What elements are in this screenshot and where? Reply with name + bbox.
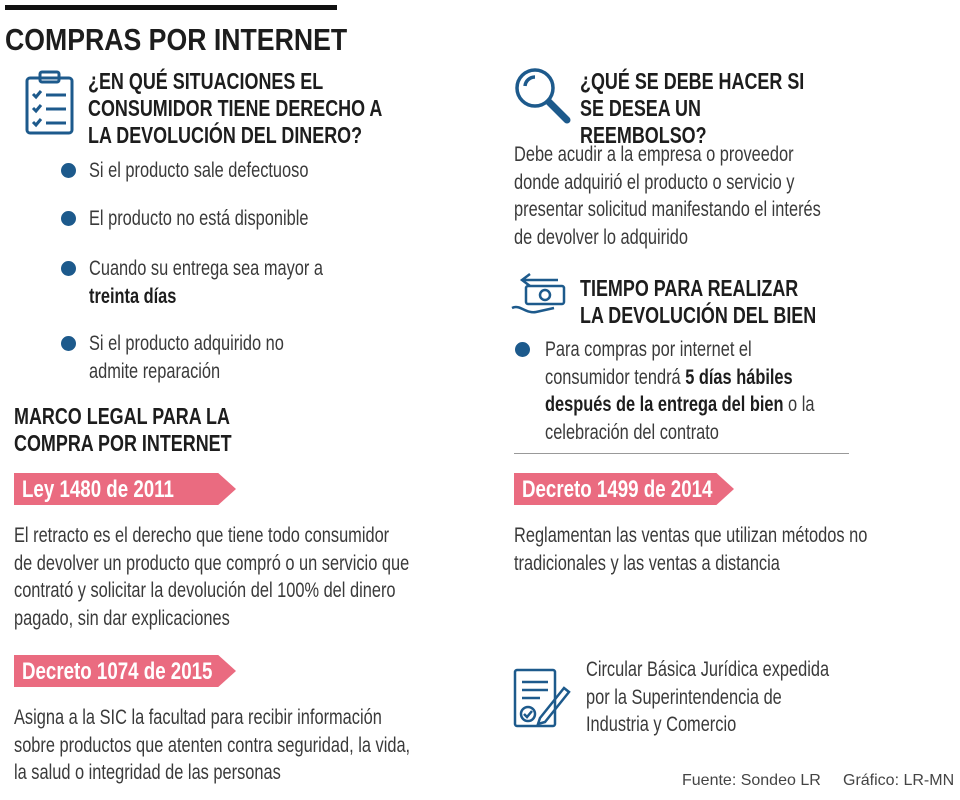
- law-text: Reglamentan las ventas que utilizan méto…: [514, 524, 868, 575]
- legal-title: MARCO LEGAL PARA LA COMPRA POR INTERNET: [14, 403, 232, 456]
- divider: [514, 453, 849, 454]
- law-text: Asigna a la SIC la facultad para recibir…: [14, 706, 411, 784]
- money-icon: [511, 273, 566, 314]
- law-name: Decreto 1074 de 2015: [22, 658, 213, 685]
- refund-title: ¿QUÉ SE DEBE HACER SI SE DESEA UN REEMBO…: [580, 68, 805, 148]
- text: Para compras por internet el consumidor …: [545, 338, 752, 389]
- magnifier-icon: [515, 68, 571, 124]
- text: o la celebración del contrato: [545, 393, 815, 444]
- bold-text: 5 días hábiles después de la entrega del…: [545, 365, 793, 417]
- ribbon: Decreto 1074 de 2015: [14, 655, 236, 687]
- law-name: Ley 1480 de 2011: [22, 476, 174, 503]
- bullet: [61, 261, 76, 276]
- text: Cuando su entrega sea mayor a: [89, 257, 324, 280]
- bullet: [61, 163, 76, 178]
- ribbon: Ley 1480 de 2011: [14, 473, 236, 505]
- time-title: TIEMPO PARA REALIZAR LA DEVOLUCIÓN DEL B…: [580, 275, 817, 328]
- situation-item: Si el producto adquirido no admite repar…: [89, 332, 284, 383]
- situation-item: Si el producto sale defectuoso: [89, 159, 309, 182]
- law-text: El retracto es el derecho que tiene todo…: [14, 524, 410, 630]
- circular-text: Circular Básica Jurídica expedida por la…: [586, 658, 830, 736]
- situation-item: Cuando su entrega sea mayor a treinta dí…: [89, 255, 346, 310]
- time-text: Para compras por internet el consumidor …: [545, 336, 830, 446]
- credit: Gráfico: LR-MN: [843, 772, 955, 789]
- ribbon: Decreto 1499 de 2014: [514, 473, 734, 505]
- source: Fuente: Sondeo LR: [682, 772, 821, 789]
- clipboard-icon: [25, 70, 74, 135]
- title: COMPRAS POR INTERNET: [5, 22, 348, 57]
- bullet: [61, 211, 76, 226]
- law-name: Decreto 1499 de 2014: [522, 476, 713, 503]
- bullet: [515, 342, 530, 357]
- bold-text: treinta días: [89, 284, 177, 308]
- bullet: [61, 336, 76, 351]
- top-rule: [5, 5, 337, 10]
- situations-title: ¿EN QUÉ SITUACIONES EL CONSUMIDOR TIENE …: [88, 68, 382, 148]
- document-icon: [513, 668, 571, 728]
- refund-text: Debe acudir a la empresa o proveedor don…: [514, 143, 821, 249]
- situation-item: El producto no está disponible: [89, 207, 309, 230]
